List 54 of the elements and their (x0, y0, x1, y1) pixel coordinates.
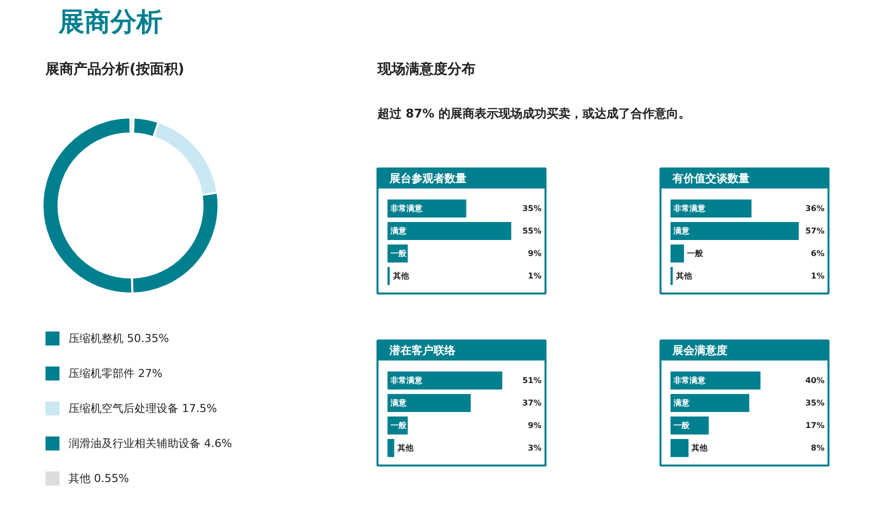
data-label: 17% (805, 421, 825, 430)
y-tick-label: 满意 (672, 398, 690, 408)
chart-title: 潜在客户联络 (388, 344, 456, 357)
y-tick-label: 一般 (687, 249, 704, 258)
y-tick-label: 其他 (396, 444, 414, 452)
y-tick-label: 满意 (672, 226, 690, 236)
text: 现场满意度分布 (376, 60, 476, 78)
data-label: 9% (528, 249, 542, 258)
data-label: 40% (805, 376, 825, 385)
bar (388, 439, 394, 457)
legend-label: 润滑油及行业相关辅助设备 4.6% (68, 437, 232, 450)
y-tick-label: 满意 (390, 226, 408, 236)
data-label: 3% (528, 444, 542, 452)
data-label: 1% (810, 272, 825, 280)
data-label: 1% (528, 272, 542, 280)
y-tick-label: 非常满意 (390, 376, 424, 385)
bar (388, 372, 502, 390)
legend-label: 压缩机零部件 27% (68, 367, 162, 380)
y-tick-label: 一般 (674, 421, 690, 430)
data-label: 57% (805, 226, 825, 236)
y-tick-label: 非常满意 (672, 204, 706, 213)
bar (670, 394, 750, 412)
y-tick-label: 其他 (392, 272, 410, 280)
data-label: 8% (810, 444, 825, 452)
y-tick-label: 其他 (674, 272, 693, 280)
chart-title: 展台参观者数量 (388, 172, 466, 185)
data-label: 55% (522, 226, 542, 236)
y-tick-label: 其他 (690, 444, 708, 452)
chart-title: 展商产品分析(按面积) (44, 60, 184, 78)
text: 超过 87% 的展商表示现场成功买卖，或达成了合作意向。 (376, 106, 691, 120)
data-label: 51% (522, 376, 542, 385)
data-label: 35% (805, 398, 825, 408)
chart-title: 有价值交谈数量 (672, 172, 750, 185)
legend-label: 压缩机整机 50.35% (68, 332, 169, 345)
y-tick-label: 非常满意 (390, 204, 424, 213)
bar (388, 394, 471, 412)
data-label: 36% (805, 204, 825, 213)
text: 展商分析 (58, 8, 162, 38)
bar (670, 244, 684, 262)
data-label: 35% (522, 204, 542, 213)
data-label: 9% (528, 421, 542, 430)
data-label: 6% (810, 249, 825, 258)
y-tick-label: 满意 (390, 398, 408, 408)
legend-label: 压缩机空气后处理设备 17.5% (68, 402, 217, 415)
bar (388, 222, 512, 240)
y-tick-label: 非常满意 (672, 376, 706, 385)
bar (670, 439, 688, 457)
y-tick-label: 一般 (390, 421, 408, 430)
chart-title: 展会满意度 (672, 344, 728, 357)
bar (670, 222, 799, 240)
y-tick-label: 一般 (390, 249, 408, 258)
data-label: 37% (522, 398, 542, 408)
legend-label: 其他 0.55% (68, 472, 129, 485)
bar (670, 416, 709, 434)
